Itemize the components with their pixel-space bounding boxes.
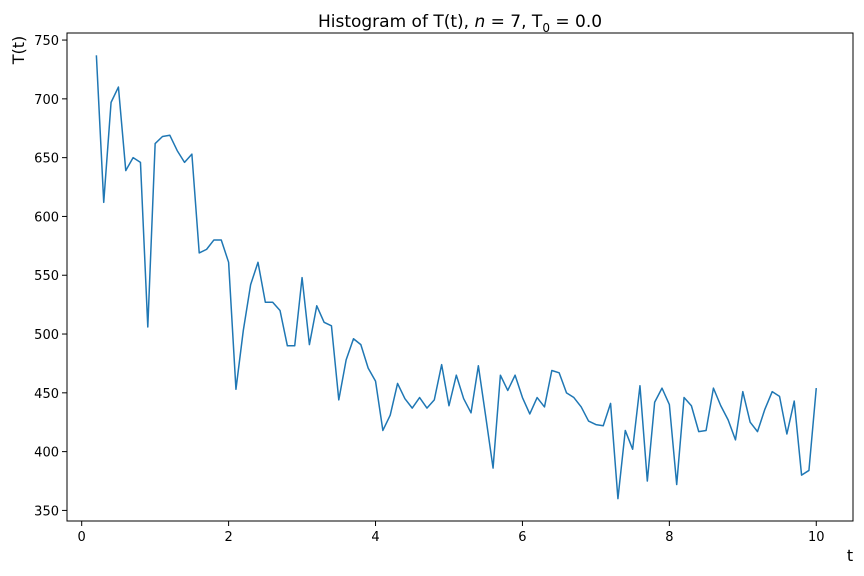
- y-tick-label: 750: [34, 34, 59, 49]
- y-axis-label: T(t): [9, 36, 28, 66]
- y-tick-label: 400: [34, 446, 59, 461]
- chart-title: Histogram of T(t), n = 7, T0 = 0.0: [318, 12, 602, 35]
- x-axis-ticks: 0 2 4 6 8 10: [78, 521, 825, 545]
- plot-frame: [66, 32, 854, 522]
- y-tick-label: 600: [34, 210, 59, 225]
- y-axis-ticks: 350 400 450 500 550 600 650 700 750: [34, 34, 67, 519]
- x-axis-label: t: [847, 546, 853, 565]
- x-tick-label: 8: [665, 530, 673, 545]
- x-tick-label: 0: [78, 530, 86, 545]
- y-tick-label: 350: [34, 504, 59, 519]
- x-tick-label: 10: [808, 530, 825, 545]
- x-tick-label: 2: [224, 530, 232, 545]
- x-tick-label: 6: [518, 530, 526, 545]
- y-tick-label: 500: [34, 328, 59, 343]
- y-tick-label: 450: [34, 387, 59, 402]
- y-tick-label: 550: [34, 269, 59, 284]
- series-layer: [95, 55, 818, 500]
- series-line: [95, 55, 818, 500]
- y-tick-label: 650: [34, 152, 59, 167]
- y-tick-label: 700: [34, 93, 59, 108]
- x-tick-label: 4: [371, 530, 379, 545]
- plot-area: [67, 33, 853, 521]
